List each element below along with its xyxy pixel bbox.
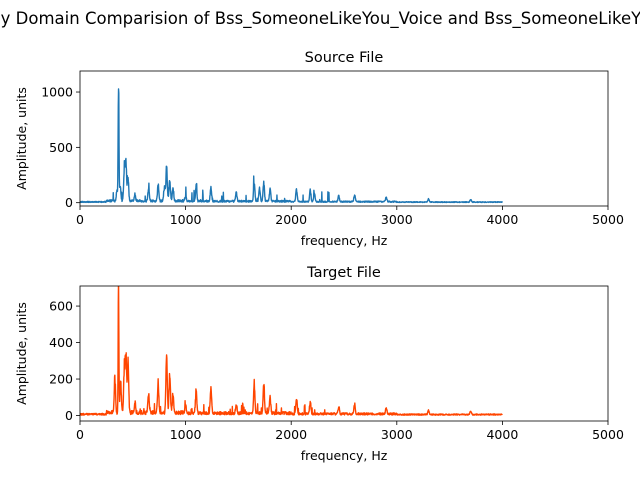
x-tick-label: 2000 bbox=[275, 427, 307, 442]
x-tick-label: 0 bbox=[76, 212, 84, 227]
y-axis-label: Amplitude, units bbox=[14, 302, 29, 405]
x-axis-label: frequency, Hz bbox=[301, 448, 388, 463]
subplot-target-file: Target File 0 1000 2000 3000 4000 5000 0 200 400 6… bbox=[14, 265, 624, 463]
y-tick-label: 500 bbox=[49, 140, 73, 155]
x-tick-label: 1000 bbox=[170, 427, 202, 442]
x-tick-label: 0 bbox=[76, 427, 84, 442]
x-tick-label: 4000 bbox=[486, 212, 518, 227]
subplot-title: Source File bbox=[305, 50, 384, 66]
axes-frame bbox=[79, 285, 609, 422]
y-tick-label: 0 bbox=[65, 195, 73, 210]
axes-frame bbox=[79, 70, 609, 207]
y-tick-label: 0 bbox=[65, 408, 73, 423]
x-tick-label: 4000 bbox=[486, 427, 518, 442]
y-axis-label: Amplitude, units bbox=[14, 87, 29, 190]
subplot-source-file: Source File 0 1000 2000 3000 4000 5000 0 500 1000… bbox=[14, 50, 624, 248]
y-tick-label: 1000 bbox=[41, 85, 73, 100]
y-tick-label: 600 bbox=[49, 299, 73, 314]
y-tick-label: 200 bbox=[49, 372, 73, 387]
series-line bbox=[80, 286, 503, 416]
x-tick-label: 3000 bbox=[381, 427, 413, 442]
x-tick-label: 1000 bbox=[170, 212, 202, 227]
x-tick-label: 5000 bbox=[592, 212, 624, 227]
y-tick-label: 400 bbox=[49, 335, 73, 350]
figure-suptitle: Frequency Domain Comparision of Bss_Some… bbox=[0, 9, 640, 29]
x-tick-label: 5000 bbox=[592, 427, 624, 442]
subplot-title: Target File bbox=[306, 265, 381, 281]
series-line bbox=[80, 88, 503, 204]
x-tick-label: 2000 bbox=[275, 212, 307, 227]
x-axis-label: frequency, Hz bbox=[301, 233, 388, 248]
x-tick-label: 3000 bbox=[381, 212, 413, 227]
